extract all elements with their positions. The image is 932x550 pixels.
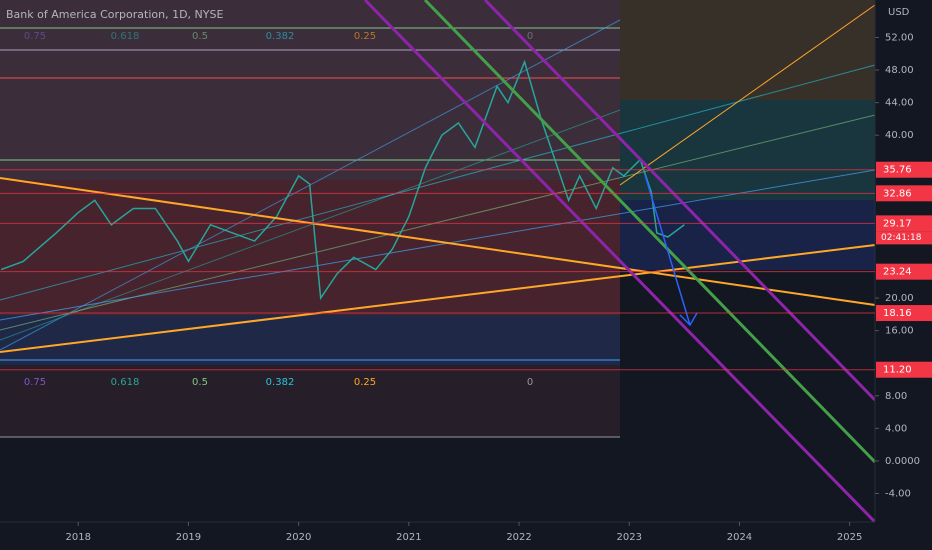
fan-line — [0, 114, 876, 331]
fib-label: 0 — [527, 377, 533, 388]
level-label: 29.17 — [883, 218, 912, 229]
series — [0, 59, 685, 301]
drawings — [0, 0, 877, 524]
trend-line — [0, 177, 876, 306]
y-tick-label: 16.00 — [885, 326, 914, 337]
y-tick-label: 20.00 — [885, 293, 914, 304]
level-tag — [876, 215, 932, 232]
x-tick-label: 2025 — [837, 532, 862, 543]
fib-label: 0 — [527, 31, 533, 42]
fib-label: 0.618 — [111, 377, 140, 388]
level-label: 35.76 — [883, 165, 912, 176]
x-tick-label: 2019 — [176, 532, 201, 543]
level-label: 32.86 — [883, 188, 912, 199]
fib-label: 0.382 — [266, 31, 295, 42]
channel-lower — [363, 0, 877, 524]
y-tick-label: -4.00 — [885, 488, 911, 499]
level-label: 23.24 — [883, 267, 912, 278]
x-tick-label: 2023 — [617, 532, 642, 543]
level-tag — [876, 161, 932, 178]
level-tag — [876, 361, 932, 378]
y-tick-label: 4.00 — [885, 423, 907, 434]
level-label: 18.16 — [883, 308, 912, 319]
arrow-head — [679, 312, 698, 327]
currency: USD — [888, 7, 910, 18]
fib-label: 0.5 — [192, 377, 208, 388]
y-tick-label: 0.0000 — [885, 456, 920, 467]
level-tag — [876, 185, 932, 202]
y-tick-label: 52.00 — [885, 32, 914, 43]
x-tick-label: 2021 — [396, 532, 421, 543]
countdown-tag — [876, 231, 932, 245]
x-tick-label: 2024 — [727, 532, 752, 543]
time-axis — [0, 522, 932, 550]
fib-label: 0.618 — [111, 31, 140, 42]
fib-lines — [0, 4, 876, 438]
zone — [0, 365, 620, 437]
fib-label: 0.75 — [24, 31, 46, 42]
y-tick-label: 44.00 — [885, 98, 914, 109]
channel-upper — [483, 0, 877, 402]
countdown: 02:41:18 — [881, 233, 922, 243]
y-tick-label: 48.00 — [885, 65, 914, 76]
zone — [0, 0, 620, 180]
level-label: 11.20 — [883, 365, 912, 376]
fib-label: 0.25 — [354, 377, 376, 388]
fan-line — [0, 64, 876, 301]
x-tick-label: 2018 — [66, 532, 91, 543]
level-tag — [876, 263, 932, 280]
y-tick-label: 40.00 — [885, 130, 914, 141]
price-line — [0, 59, 685, 301]
y-tick-label: 8.00 — [885, 391, 907, 402]
zone — [620, 200, 875, 270]
fan-line — [0, 169, 876, 321]
fib-label: 0.25 — [354, 31, 376, 42]
zone — [620, 0, 875, 100]
zone — [0, 180, 620, 315]
fib-label: 0.75 — [24, 377, 46, 388]
x-tick-label: 2022 — [506, 532, 531, 543]
level-tag — [876, 305, 932, 322]
fib-label: 0.382 — [266, 377, 295, 388]
x-tick-label: 2020 — [286, 532, 311, 543]
trend-line — [0, 244, 876, 353]
fan-line — [0, 109, 621, 341]
zone — [620, 100, 875, 200]
fan-line — [619, 4, 876, 186]
channel-mid — [423, 0, 877, 464]
chart-title: Bank of America Corporation, 1D, NYSE — [6, 8, 223, 21]
projection-arrow — [644, 174, 691, 326]
fib-label: 0.5 — [192, 31, 208, 42]
